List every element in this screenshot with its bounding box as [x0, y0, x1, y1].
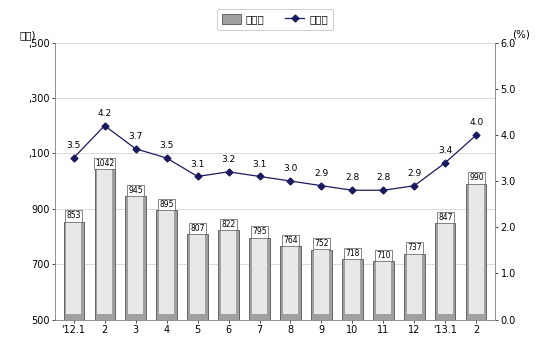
Text: 2.8: 2.8 [345, 174, 360, 182]
Text: 4.0: 4.0 [469, 118, 483, 127]
Bar [283, 246, 298, 314]
Bar [218, 230, 239, 320]
Text: 945: 945 [128, 186, 143, 195]
Text: 3.2: 3.2 [222, 155, 235, 164]
Bar [376, 261, 390, 314]
Text: 3.1: 3.1 [190, 160, 205, 169]
Text: 847: 847 [438, 213, 453, 222]
Text: 3.0: 3.0 [283, 164, 298, 173]
Text: 710: 710 [376, 251, 390, 260]
Bar [280, 246, 300, 320]
Text: 2.9: 2.9 [408, 169, 421, 178]
Bar [438, 223, 453, 314]
Bar [436, 223, 455, 320]
Bar [469, 184, 483, 314]
Bar [128, 196, 143, 314]
Bar [373, 261, 393, 320]
Text: 737: 737 [407, 244, 422, 252]
Bar [343, 259, 362, 320]
Bar [252, 238, 267, 314]
Bar [188, 235, 207, 320]
Bar [67, 222, 81, 314]
Text: 천명): 천명) [20, 30, 36, 40]
Bar [157, 210, 177, 320]
Bar [63, 222, 84, 320]
Text: 807: 807 [190, 224, 205, 233]
Text: 795: 795 [252, 228, 267, 236]
Text: 895: 895 [160, 200, 174, 209]
Bar [250, 238, 270, 320]
Text: (%): (%) [513, 30, 530, 40]
Bar [311, 250, 332, 320]
Text: 3.7: 3.7 [128, 132, 143, 141]
Bar [314, 250, 329, 314]
Bar [404, 254, 425, 320]
Bar [190, 235, 205, 314]
Text: 752: 752 [314, 239, 329, 248]
Bar [407, 254, 422, 314]
Bar [345, 259, 360, 314]
Legend: 실업자, 실업률: 실업자, 실업률 [217, 9, 333, 30]
Bar [95, 169, 114, 320]
Text: 1042: 1042 [95, 159, 114, 168]
Text: 3.1: 3.1 [252, 160, 267, 169]
Text: 822: 822 [222, 220, 235, 229]
Text: 2.8: 2.8 [376, 174, 390, 182]
Bar [125, 196, 146, 320]
Text: 2.9: 2.9 [315, 169, 328, 178]
Text: 3.4: 3.4 [438, 146, 453, 155]
Bar [97, 169, 112, 314]
Text: 764: 764 [283, 236, 298, 245]
Text: 853: 853 [67, 211, 81, 220]
Bar [221, 230, 236, 314]
Bar [160, 210, 174, 314]
Text: 990: 990 [469, 174, 483, 182]
Bar [466, 184, 487, 320]
Text: 3.5: 3.5 [67, 141, 81, 150]
Text: 3.5: 3.5 [160, 141, 174, 150]
Text: 4.2: 4.2 [97, 109, 112, 118]
Text: 718: 718 [345, 249, 360, 258]
